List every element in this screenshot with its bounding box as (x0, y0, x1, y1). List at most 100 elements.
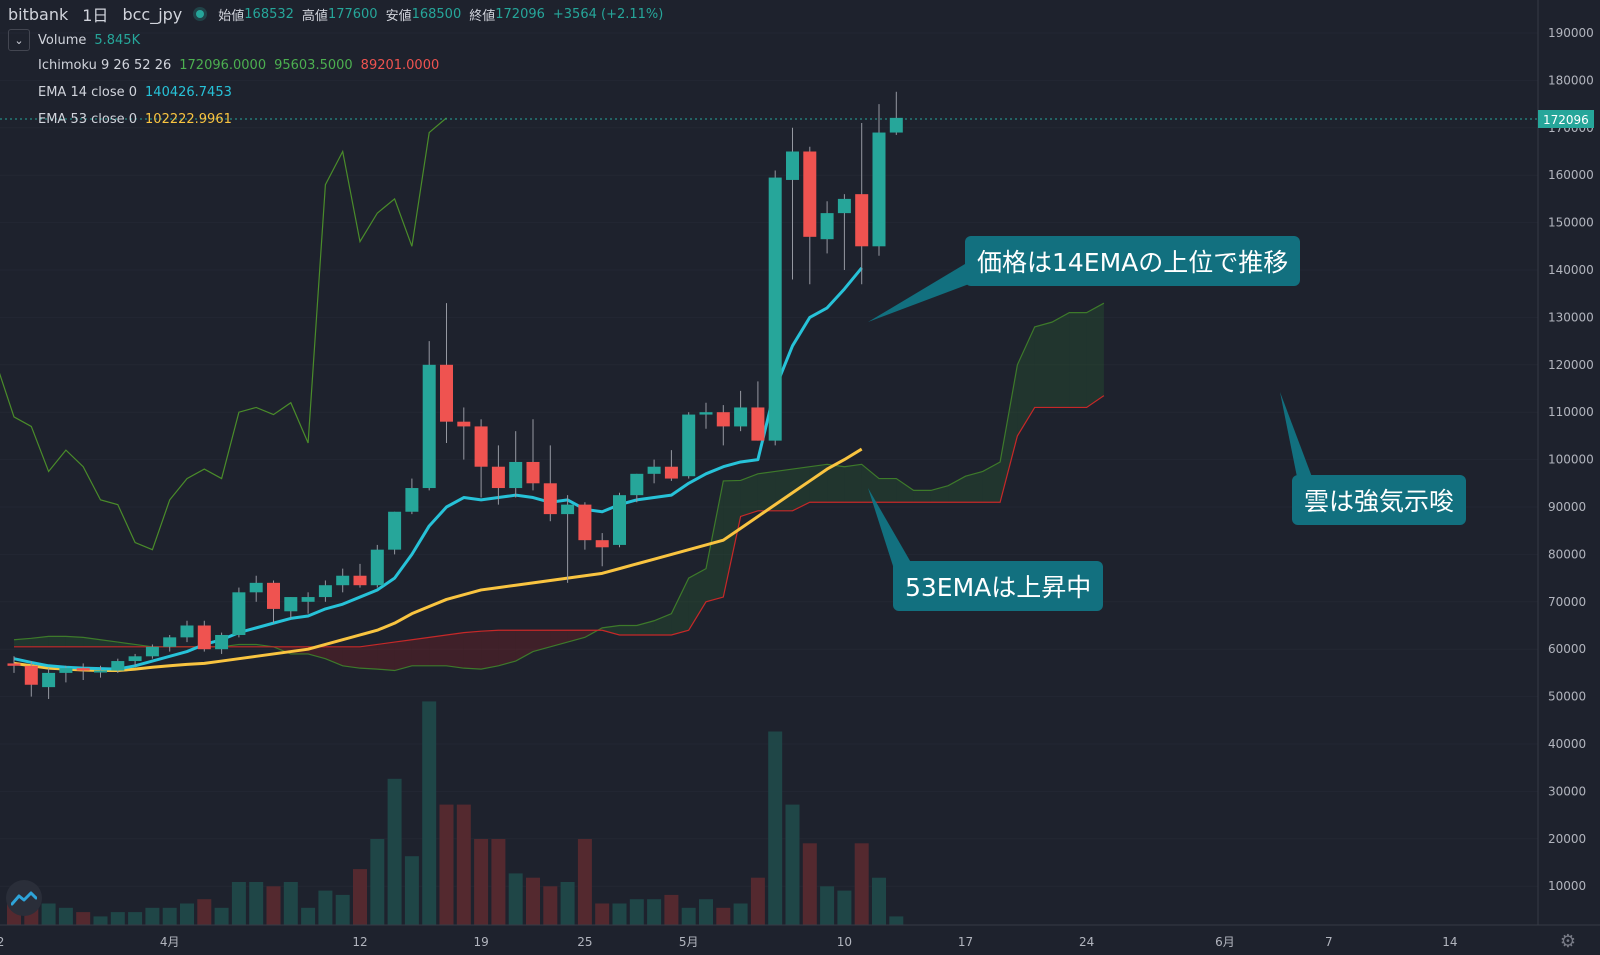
price-tick-label: 10000 (1548, 879, 1586, 893)
cloud-segment (481, 630, 499, 670)
price-tick-label: 110000 (1548, 405, 1594, 419)
cloud-segment (879, 478, 897, 503)
candle-body (768, 177, 782, 441)
cloud-segment (308, 646, 326, 659)
cloud-segment (913, 490, 931, 503)
candle-body (734, 407, 748, 427)
volume-bar (422, 701, 437, 925)
cloud-segment (861, 464, 879, 503)
cloud-segment (948, 476, 966, 503)
callout-ema53: 53EMAは上昇中 (893, 561, 1104, 611)
volume-legend: ⌄ Volume 5.845K (8, 29, 140, 51)
candle-body (301, 597, 315, 602)
exchange-name[interactable]: bitbank (8, 4, 69, 24)
volume-bar (716, 907, 731, 925)
volume-bar (577, 839, 592, 925)
volume-bar (58, 907, 73, 925)
candle-body (803, 151, 817, 237)
ema53-label[interactable]: EMA 53 close 0 (38, 112, 138, 127)
candle-body (215, 634, 229, 650)
tradingview-logo-icon[interactable] (6, 880, 42, 916)
time-tick-label: 24 (1079, 935, 1094, 949)
volume-bar (335, 894, 350, 925)
candle-body (855, 194, 869, 247)
time-tick-label: 5月 (679, 935, 699, 949)
cloud-segment (1052, 312, 1070, 408)
cloud-segment (533, 630, 551, 652)
ema14-value: 140426.7453 (145, 85, 232, 100)
volume-bar (145, 907, 160, 925)
volume-bar (733, 903, 748, 925)
candle-body (457, 421, 471, 427)
price-tick-label: 50000 (1548, 690, 1586, 704)
close-label: 終値 (469, 8, 496, 24)
volume-label[interactable]: Volume (38, 32, 87, 48)
interval[interactable]: 1日 (82, 6, 109, 25)
cloud-segment (325, 646, 343, 666)
volume-bar (474, 839, 489, 925)
volume-bar (699, 899, 713, 925)
candle-body (820, 213, 834, 240)
candle-body (59, 668, 73, 673)
cloud-segment (1000, 364, 1018, 503)
volume-value: 5.845K (94, 32, 141, 48)
ema14-label[interactable]: EMA 14 close 0 (38, 85, 138, 100)
candle-body (197, 625, 211, 650)
volume-bar (508, 873, 523, 925)
volume-bar (629, 899, 644, 925)
cloud-segment (792, 466, 810, 511)
volume-bar (128, 912, 143, 925)
price-tick-label: 20000 (1548, 832, 1586, 846)
cloud-segment (896, 478, 914, 503)
chevron-down-icon[interactable]: ⌄ (8, 29, 30, 51)
price-tick-label: 70000 (1548, 595, 1586, 609)
volume-bar (110, 912, 125, 925)
price-tick-label: 90000 (1548, 500, 1586, 514)
candle-body (24, 665, 38, 685)
volume-bar (491, 839, 506, 925)
candle-body (716, 412, 730, 427)
cloud-segment (1069, 312, 1087, 408)
candle-body (76, 668, 90, 671)
volume-bar (283, 882, 298, 925)
volume-bar (93, 916, 108, 925)
volume-bar (820, 886, 835, 925)
volume-bar (750, 877, 765, 925)
price-axis[interactable]: 10000 20000 30000 40000 50000 60000 70000 80000… (1537, 0, 1594, 925)
candle-body (561, 504, 575, 515)
candle-body (595, 540, 609, 548)
candle-body (42, 672, 56, 688)
time-tick-label: 6月 (1215, 935, 1235, 949)
time-tick-label: 25 (577, 935, 592, 949)
gear-icon[interactable]: ⚙ (1559, 931, 1577, 952)
change-value: +3564 (+2.11%) (552, 6, 664, 22)
candle-body (249, 582, 263, 593)
volume-bar (802, 843, 817, 925)
volume-bar (162, 907, 177, 925)
symbol-name[interactable]: bcc_jpy (122, 4, 183, 24)
candle-body (491, 466, 505, 489)
volume-bar (768, 731, 783, 925)
callout-ema14: 価格は14EMAの上位で推移 (965, 236, 1301, 286)
cloud-segment (1017, 326, 1035, 436)
candle-body (647, 466, 661, 474)
candle-body (7, 663, 21, 666)
last-price-value: 172096 (1543, 113, 1589, 127)
volume-bar (560, 882, 575, 925)
callout-cloud: 雲は強気示唆 (1292, 475, 1467, 525)
price-tick-label: 180000 (1548, 73, 1594, 87)
volume-bar (214, 907, 229, 925)
ichimoku-label[interactable]: Ichimoku 9 26 52 26 (38, 58, 172, 73)
cloud-segment (14, 638, 32, 647)
volume-bar (872, 877, 886, 925)
low-label: 安値 (385, 8, 412, 24)
ichimoku-value-2: 95603.5000 (274, 58, 353, 73)
cloud-segment (827, 464, 845, 503)
ema14-legend: EMA 14 close 0 140426.7453 (38, 85, 232, 100)
time-axis[interactable]: 22 4月 12 19 25 5月 10 17 24 6月 7 14 (0, 924, 1600, 949)
volume-bar (647, 899, 662, 925)
ema14-line (13, 267, 863, 671)
cloud-segment (463, 631, 482, 670)
time-tick-label: 19 (473, 935, 488, 949)
candle-body (664, 466, 678, 479)
